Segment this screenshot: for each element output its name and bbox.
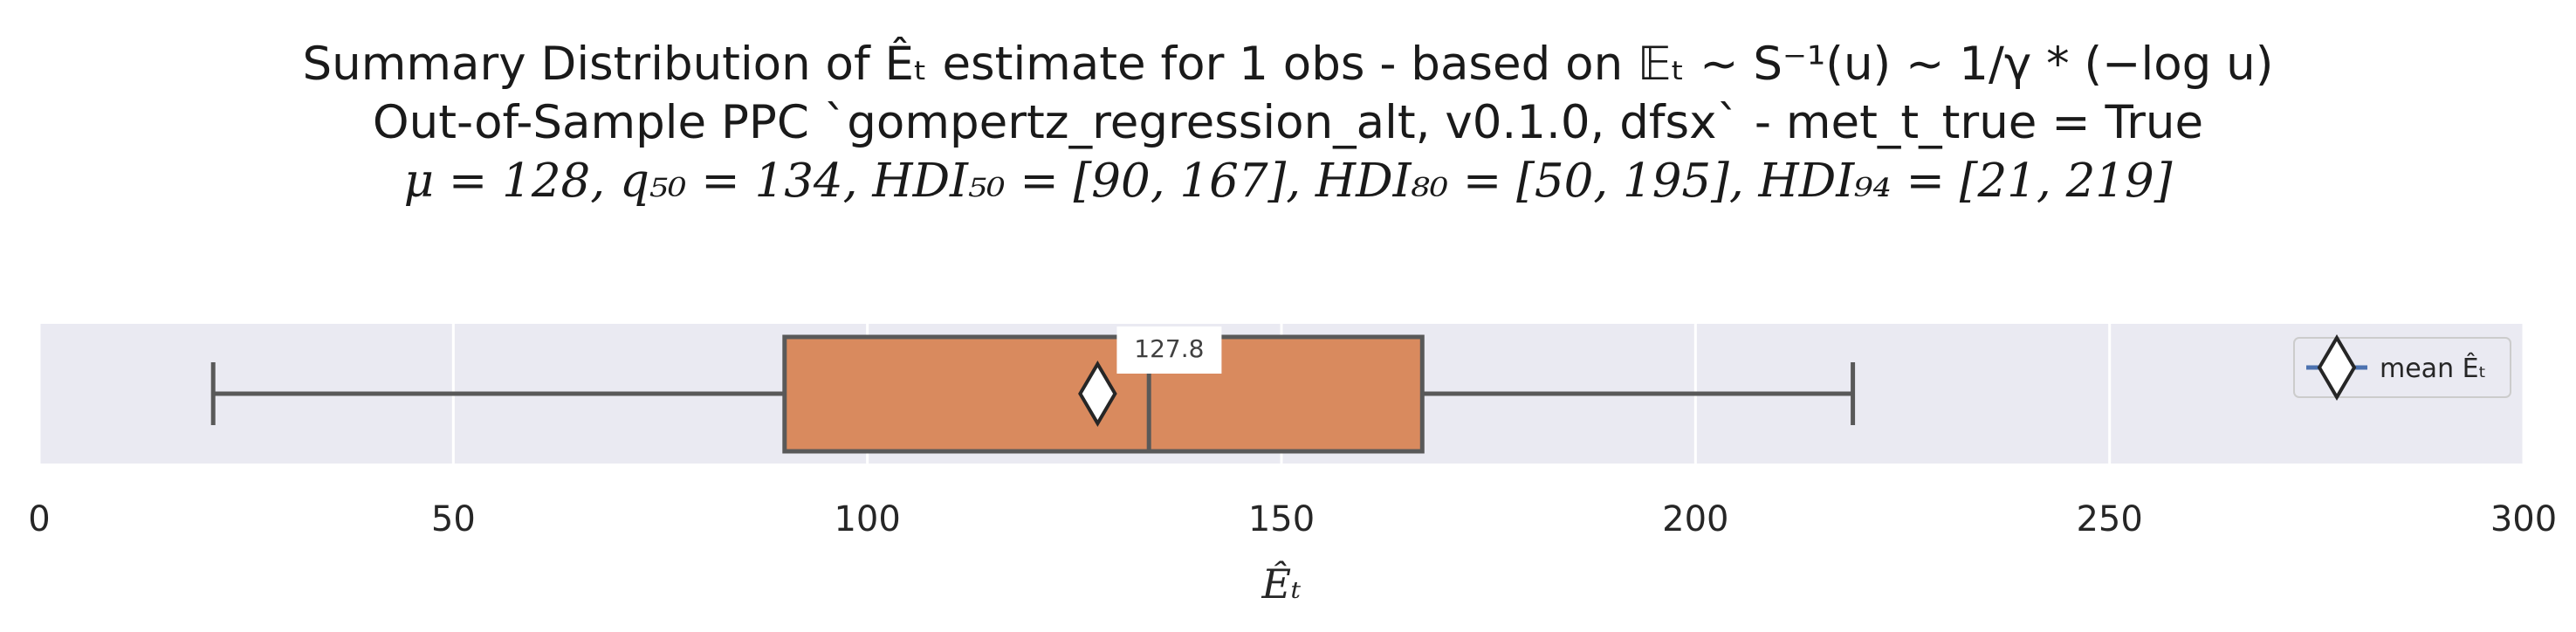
- whiskers: [210, 362, 1856, 425]
- x-tick-label-250: 250: [2076, 499, 2142, 539]
- x-tick-label-50: 50: [431, 499, 476, 539]
- x-tick-label-0: 0: [28, 499, 50, 539]
- chart-title-line-3: μ = 128, q₅₀ = 134, HDI₅₀ = [90, 167], H…: [403, 155, 2173, 208]
- legend-label: mean Êₜ: [2380, 353, 2486, 384]
- mean-label-background: [1116, 326, 1222, 374]
- x-tick-label-200: 200: [1662, 499, 1728, 539]
- mean-marker: [1078, 361, 1117, 427]
- x-tick-label-150: 150: [1248, 499, 1315, 539]
- legend-frame: [2293, 337, 2511, 398]
- mean-data-label: 127.8: [1134, 334, 1204, 363]
- legend-diamond-marker: [2317, 334, 2357, 401]
- chart-title-line-1: Summary Distribution of Êₜ estimate for …: [302, 38, 2274, 91]
- x-axis-label: Êₜ: [1261, 560, 1302, 608]
- x-tick-label-100: 100: [834, 499, 900, 539]
- x-tick-label-300: 300: [2490, 499, 2557, 539]
- legend: mean Êₜ: [2293, 334, 2511, 401]
- x-axis-ticks: 0 50 100 150 200 250 300: [28, 499, 2557, 539]
- chart-title-line-2: Out-of-Sample PPC `gompertz_regression_a…: [372, 96, 2204, 149]
